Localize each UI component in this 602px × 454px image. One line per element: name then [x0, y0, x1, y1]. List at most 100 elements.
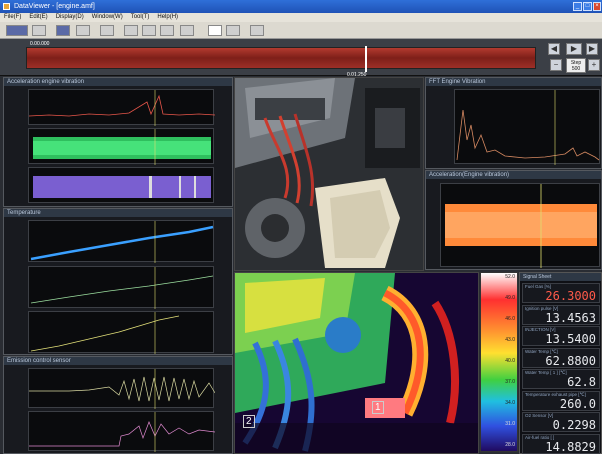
signal-row[interactable]: Ignition pulse [V] 13.4563	[522, 304, 600, 325]
maximize-button[interactable]: □	[583, 2, 592, 11]
playback-bar: 0.00.000 0.01.250	[0, 39, 602, 78]
engine-photo	[235, 78, 423, 270]
split-icon[interactable]	[142, 25, 156, 36]
menu-help[interactable]: Help(H)	[157, 14, 179, 20]
tool-icon[interactable]	[250, 25, 264, 36]
thermal-marker-1[interactable]: 1	[372, 401, 384, 414]
playback-controls: ◀ ▶ ▶ − Step 500 +	[546, 42, 600, 74]
signal-row[interactable]: Air-fuel ratio [ ] 14.8829	[522, 433, 600, 454]
signal-sheet-panel: Signal Sheet Fuel Gas [%] 26.3000 Ignition…	[519, 272, 602, 454]
title-bar: DataViewer - [engine.amf] _ □ ×	[0, 0, 602, 13]
accel-plot-3[interactable]	[28, 167, 214, 203]
toolbar	[0, 22, 602, 39]
signal-value: 62.8800	[545, 353, 596, 368]
fft-panel: FFT Engine Vibration	[425, 77, 602, 169]
signal-label: INJECTION [V]	[525, 327, 556, 332]
timeline-cursor[interactable]	[365, 46, 367, 72]
fft-icon[interactable]	[180, 25, 194, 36]
accel-right-plot[interactable]	[440, 183, 600, 268]
emission-panel-title: Emission control sensor	[4, 357, 232, 365]
play-button[interactable]: ▶	[566, 43, 582, 55]
menu-tool[interactable]: Tool(T)	[130, 14, 150, 20]
layout-icon[interactable]	[56, 25, 70, 36]
signal-label: Ignition pulse [V]	[525, 305, 559, 311]
time-cursor: 0.01.250	[347, 72, 367, 78]
signal-row[interactable]: INJECTION [V] 13.5400	[522, 326, 600, 346]
signal-row[interactable]: Water Temp [ 1 ] [℃] 62.8	[522, 369, 600, 389]
temp-plot-2[interactable]	[28, 266, 214, 309]
table-icon[interactable]	[160, 25, 174, 36]
signal-label: Temperature exhaust pipe [℃]	[525, 391, 586, 397]
fft-plot[interactable]	[454, 89, 600, 165]
scale-tick: 37.0	[505, 379, 515, 385]
step-box[interactable]: Step 500	[566, 58, 586, 73]
temperature-color-scale: 52.0 49.0 46.0 43.0 40.0 37.0 34.0 31.0 …	[480, 272, 518, 452]
minimize-button[interactable]: _	[573, 2, 582, 11]
fft-panel-title: FFT Engine Vibration	[426, 78, 601, 86]
signal-row[interactable]: Fuel Gas [%] 26.3000	[522, 283, 600, 303]
step-value: 500	[571, 66, 581, 72]
temperature-panel-title: Temperature	[4, 209, 232, 217]
temp-plot-1[interactable]	[28, 220, 214, 263]
signal-sheet-title: Signal Sheet	[520, 273, 601, 281]
temperature-panel: Temperature	[3, 208, 233, 355]
signal-value: 26.3000	[545, 289, 596, 303]
trend-icon[interactable]	[32, 25, 46, 36]
accel-wave-purple	[33, 176, 211, 198]
temp-plot-3[interactable]	[28, 311, 214, 354]
monitor-icon[interactable]	[100, 25, 114, 36]
grid-icon[interactable]	[124, 25, 138, 36]
accel-plot-1[interactable]	[28, 89, 215, 126]
menu-window[interactable]: Window(W)	[91, 14, 123, 20]
temp-line-blue	[30, 221, 214, 263]
timeline-track[interactable]: 0.00.000 0.01.250	[26, 41, 536, 78]
app-icon	[3, 3, 10, 10]
scale-tick: 28.0	[505, 442, 515, 448]
accel-plot-2[interactable]	[28, 128, 214, 165]
menu-file[interactable]: File(F)	[4, 14, 22, 20]
step-up-button[interactable]: +	[588, 59, 600, 71]
step-label: Step	[570, 60, 582, 66]
menu-display[interactable]: Display(D)	[55, 14, 84, 20]
thermal-marker-2[interactable]: 2	[243, 415, 255, 428]
close-button[interactable]: ×	[593, 2, 601, 11]
signal-label: Air-fuel ratio [ ]	[525, 434, 555, 440]
signal-label: Water Temp [ 1 ] [℃]	[525, 370, 567, 375]
chart-view-icon[interactable]	[6, 25, 28, 36]
menu-bar: File(F) Edit(E) Display(D) Window(W) Too…	[0, 13, 602, 22]
scale-tick: 34.0	[505, 400, 515, 406]
accel-wave-green	[33, 129, 211, 165]
signal-value: 13.4563	[545, 310, 596, 325]
signal-row[interactable]: Temperature exhaust pipe [℃] 260.0	[522, 390, 600, 411]
emission-plot-2[interactable]	[28, 411, 215, 452]
emission-panel: Emission control sensor	[3, 356, 233, 454]
acceleration-panel: Acceleration engine vibration	[3, 77, 233, 207]
emission-plot-1[interactable]	[28, 368, 215, 409]
emission-wave-1	[29, 369, 215, 409]
signal-label: Fuel Gas [%]	[525, 284, 552, 289]
scale-tick: 40.0	[505, 358, 515, 364]
signal-value: 260.0	[559, 396, 596, 411]
signal-label: Water Temp [℃]	[525, 348, 558, 354]
accel-right-panel: Acceleration(Engine vibration)	[425, 170, 602, 270]
scale-tick: 43.0	[505, 337, 515, 343]
signal-value: 62.8	[567, 375, 596, 389]
scale-tick: 52.0	[505, 274, 515, 280]
signal-row[interactable]: Water Temp [℃] 62.8800	[522, 347, 600, 368]
rewind-button[interactable]: ◀	[548, 43, 560, 55]
document-icon[interactable]	[208, 25, 222, 36]
accel-right-wave	[445, 184, 597, 268]
scale-tick: 46.0	[505, 316, 515, 322]
acceleration-panel-title: Acceleration engine vibration	[4, 78, 232, 86]
menu-edit[interactable]: Edit(E)	[29, 14, 48, 20]
print-icon[interactable]	[226, 25, 240, 36]
graph-icon[interactable]	[76, 25, 90, 36]
step-down-button[interactable]: −	[550, 59, 562, 71]
time-start: 0.00.000	[30, 41, 50, 47]
signal-value: 0.2298	[552, 418, 596, 432]
signal-row[interactable]: O2 Sensor [V] 0.2298	[522, 412, 600, 432]
forward-button[interactable]: ▶	[586, 43, 598, 55]
fft-spectrum	[456, 90, 600, 165]
signal-value: 14.8829	[545, 439, 596, 454]
